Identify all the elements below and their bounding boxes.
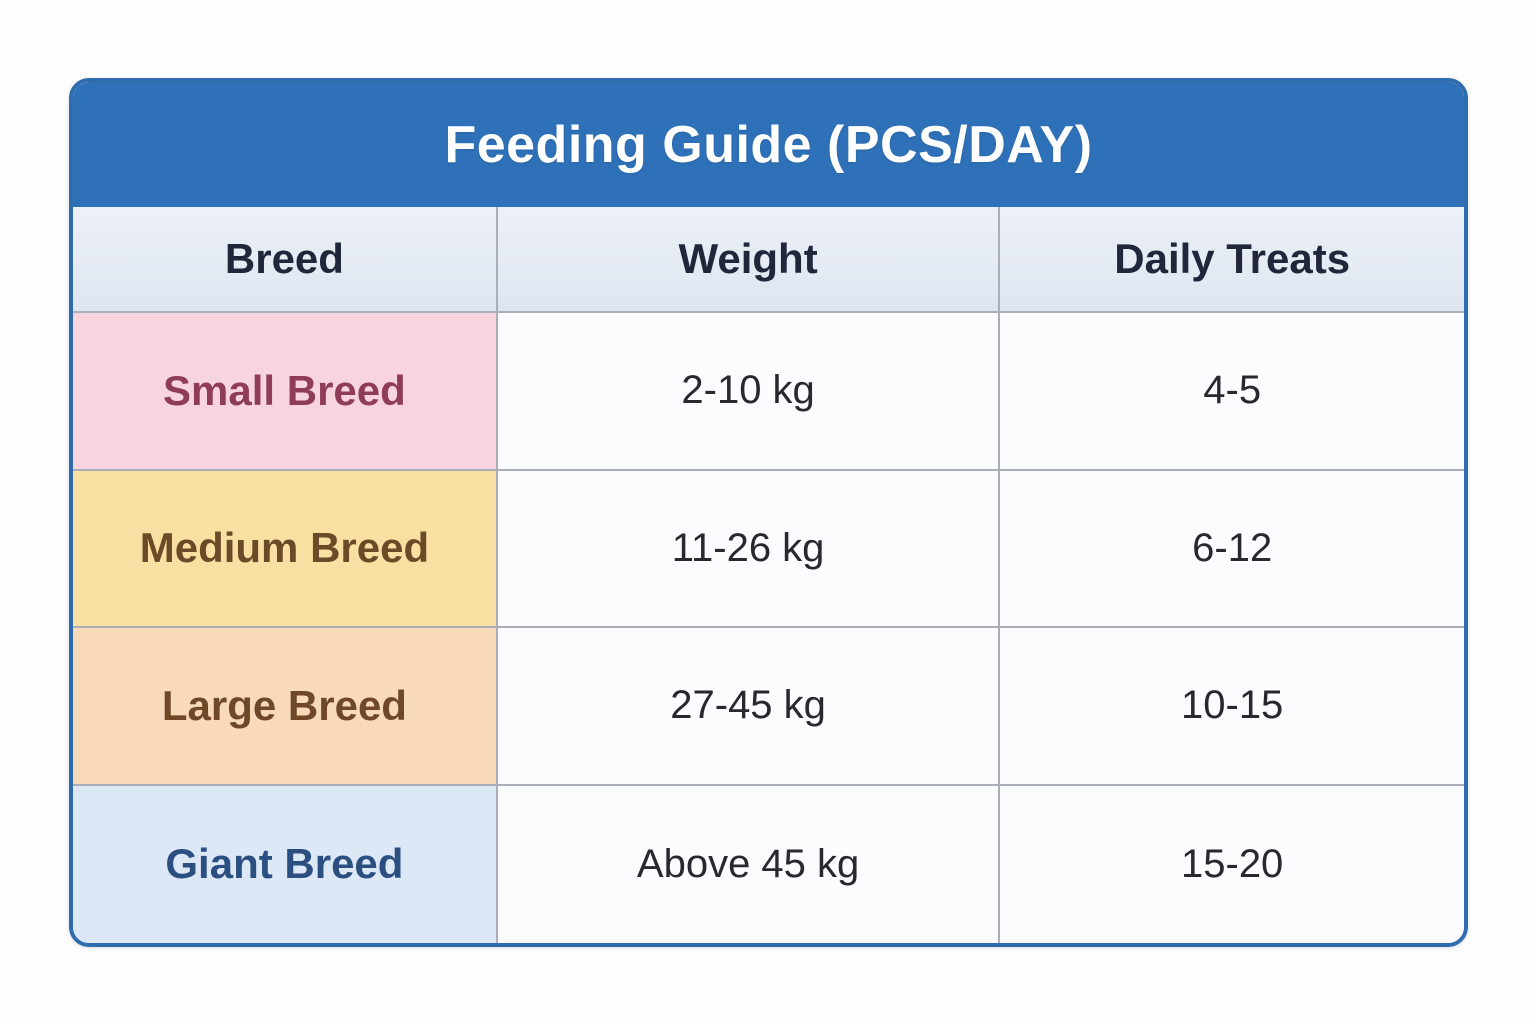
table-grid: Breed Weight Daily Treats Small Breed 2-… — [73, 207, 1464, 943]
weight-cell-giant: Above 45 kg — [497, 785, 1001, 943]
breed-cell-large: Large Breed — [73, 628, 498, 786]
treats-cell-giant: 15-20 — [1000, 785, 1464, 943]
feeding-guide-table: Feeding Guide (PCS/DAY) Breed Weight Dai… — [69, 78, 1468, 947]
treats-cell-small: 4-5 — [1000, 313, 1464, 471]
breed-cell-small: Small Breed — [73, 313, 498, 471]
treats-cell-medium: 6-12 — [1000, 470, 1464, 628]
treats-cell-large: 10-15 — [1000, 628, 1464, 786]
column-header-breed: Breed — [73, 207, 498, 313]
weight-cell-large: 27-45 kg — [497, 628, 1001, 786]
weight-cell-small: 2-10 kg — [497, 313, 1001, 471]
weight-cell-medium: 11-26 kg — [497, 470, 1001, 628]
column-header-daily-treats: Daily Treats — [1000, 207, 1464, 313]
table-title: Feeding Guide (PCS/DAY) — [73, 82, 1464, 207]
breed-cell-giant: Giant Breed — [73, 785, 498, 943]
breed-cell-medium: Medium Breed — [73, 470, 498, 628]
column-header-weight: Weight — [497, 207, 1001, 313]
